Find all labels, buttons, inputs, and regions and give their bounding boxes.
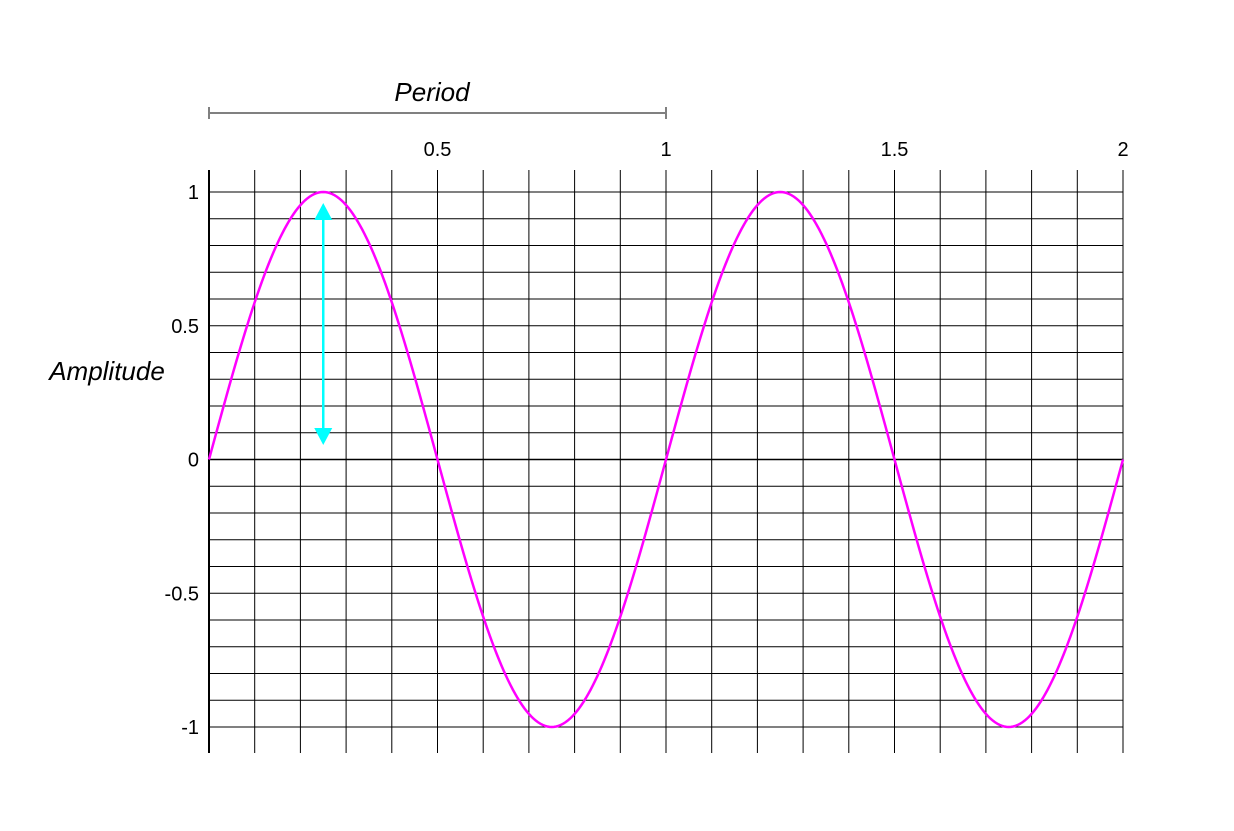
annotations (208, 107, 667, 445)
y-tick-labels: 1 0.5 0 -0.5 -1 (165, 182, 199, 739)
sine-series-line (207, 190, 1125, 729)
amplitude-arrow-head-down (314, 428, 333, 445)
grid (209, 170, 1124, 753)
x-tick-label: 2 (1117, 139, 1128, 161)
x-axis-title: Period (394, 77, 471, 107)
amplitude-arrow (314, 203, 333, 445)
x-tick-label: 1.5 (881, 139, 909, 161)
y-tick-label: 1 (188, 182, 199, 204)
y-tick-label: 0 (188, 450, 199, 472)
amplitude-arrow-head-up (314, 203, 333, 220)
y-tick-label: 0.5 (171, 316, 199, 338)
period-bracket (208, 107, 667, 119)
x-tick-label: 0.5 (424, 139, 452, 161)
x-tick-labels: 0.5 1 1.5 2 (424, 139, 1129, 161)
y-tick-label: -0.5 (165, 583, 199, 605)
x-tick-label: 1 (660, 139, 671, 161)
y-axis-title: Amplitude (47, 356, 165, 386)
y-tick-label: -1 (181, 717, 199, 739)
series-layer (207, 190, 1125, 729)
